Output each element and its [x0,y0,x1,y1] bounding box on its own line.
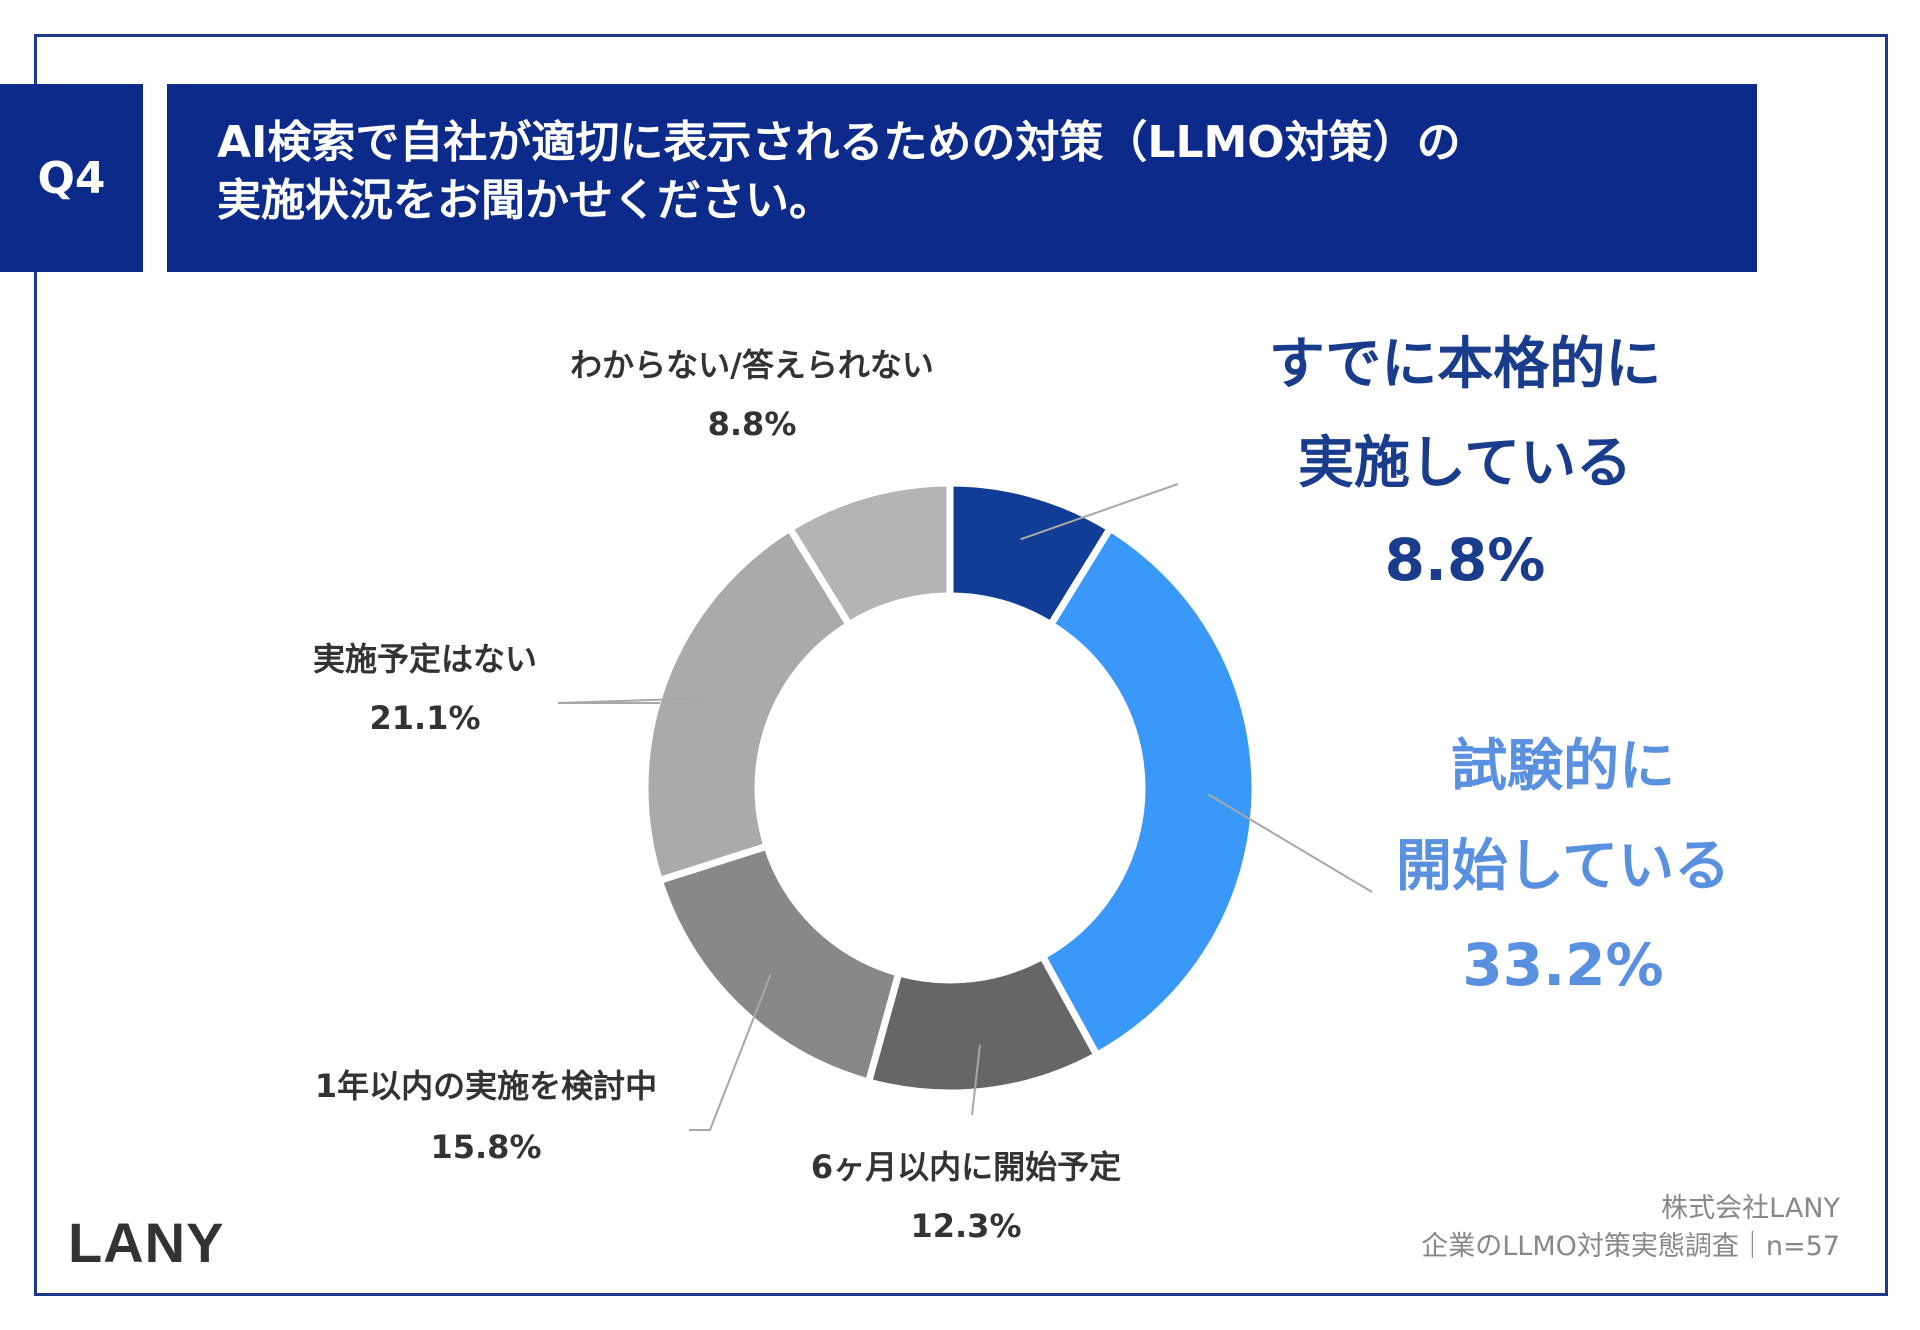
question-number: Q4 [37,152,106,204]
question-title-box: AI検索で自社が適切に表示されるための対策（LLMO対策）の 実施状況をお聞かせ… [167,84,1757,272]
category-label-2-line-2: 開始している [1396,834,1730,899]
donut-slice-4 [654,841,904,1087]
survey-name: 企業のLLMO対策実態調査｜n=57 [1421,1231,1840,1262]
category-label-5-line-1: 実施予定はない [313,640,537,678]
donut-slice-6 [785,479,954,630]
value-label-3: 12.3% [910,1207,1021,1245]
category-label-1-line-2: 実施している [1298,431,1632,496]
leader-line-3 [971,1044,981,1116]
category-label-6-line-1: わからない/答えられない [570,346,934,384]
leader-line-4 [689,973,772,1131]
donut-slice-5 [641,523,854,885]
value-label-4: 15.8% [430,1128,541,1166]
category-label-1-line-1: すでに本格的に [1269,332,1662,397]
question-number-badge: Q4 [0,84,143,272]
donut-slice-2 [1037,523,1259,1061]
source-credit: 株式会社LANY 企業のLLMO対策実態調査｜n=57 [1421,1190,1840,1266]
chart-frame [34,34,1888,1296]
lany-logo: LANY [68,1211,225,1274]
category-label-4-line-1: 1年以内の実施を検討中 [315,1067,657,1105]
value-label-6: 8.8% [708,405,797,443]
company-name: 株式会社LANY [1661,1193,1840,1224]
value-label-2: 33.2% [1462,931,1663,999]
leader-line-2 [1207,793,1373,893]
question-title-line-1: AI検索で自社が適切に表示されるための対策（LLMO対策）の [217,117,1461,168]
value-label-1: 8.8% [1385,526,1546,594]
category-label-2-line-1: 試験的に [1451,734,1675,799]
value-label-5: 21.1% [369,699,480,737]
leader-line-1 [1020,483,1179,541]
category-label-3-line-1: 6ヶ月以内に開始予定 [811,1148,1121,1186]
question-title-line-2: 実施状況をお聞かせください。 [217,175,833,226]
